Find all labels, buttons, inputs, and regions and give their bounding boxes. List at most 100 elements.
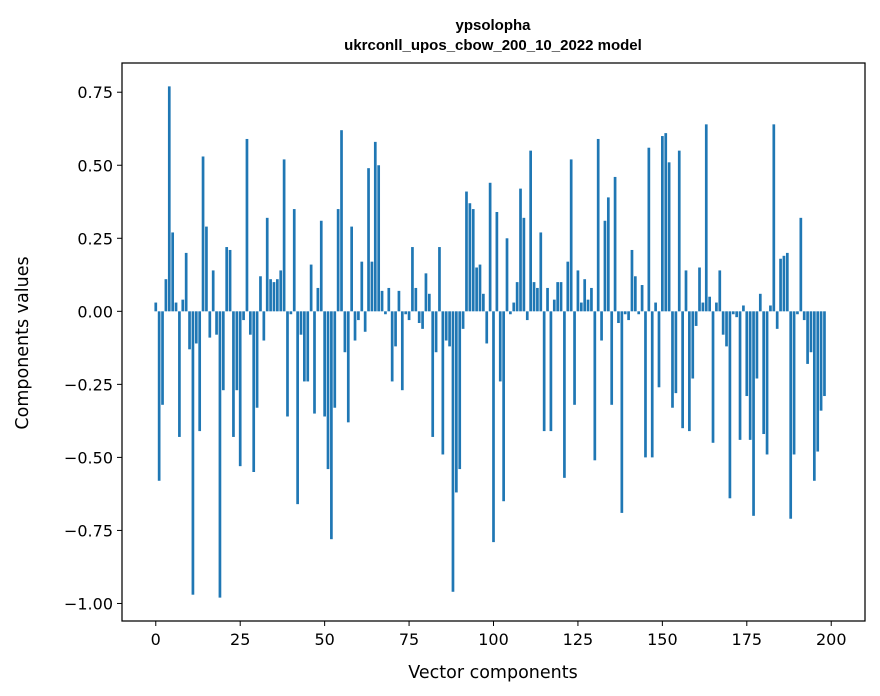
bar <box>468 203 472 312</box>
bar <box>461 311 465 329</box>
bar <box>677 150 681 312</box>
bar <box>478 264 482 312</box>
bar <box>357 311 360 321</box>
bar <box>752 311 755 516</box>
bar <box>434 311 438 353</box>
bar <box>647 147 651 312</box>
bar <box>498 311 502 382</box>
bar <box>762 311 766 435</box>
bar <box>596 138 600 312</box>
bar <box>323 311 326 417</box>
bar <box>610 311 614 405</box>
bar <box>255 311 259 408</box>
bar <box>812 311 816 481</box>
bar <box>536 287 539 312</box>
bar <box>644 311 647 458</box>
bar <box>164 279 168 312</box>
bar <box>640 285 644 312</box>
x-tick-label: 75 <box>399 630 419 649</box>
x-tick-label: 200 <box>816 630 847 649</box>
bar <box>806 311 809 364</box>
bar <box>664 133 668 312</box>
bar <box>178 311 181 437</box>
x-tick-label: 150 <box>647 630 678 649</box>
bar <box>725 311 728 347</box>
bar <box>154 302 158 312</box>
bar <box>380 290 384 312</box>
bar <box>542 311 546 432</box>
bar <box>333 311 337 408</box>
bar <box>248 311 252 335</box>
bar <box>617 311 620 324</box>
bar <box>417 311 421 324</box>
chart-title: ypsolopha <box>455 17 531 34</box>
bar <box>688 311 691 432</box>
bar <box>343 311 347 353</box>
bar <box>306 311 310 382</box>
bar <box>566 261 570 312</box>
bar <box>458 311 462 470</box>
x-tick-label: 125 <box>563 630 594 649</box>
bar <box>704 124 708 312</box>
bar <box>809 311 813 353</box>
bar <box>353 311 357 341</box>
bar <box>215 311 218 335</box>
bar <box>613 176 617 312</box>
bar <box>789 311 793 519</box>
bar <box>529 150 532 312</box>
bar <box>211 270 215 312</box>
bar <box>373 141 377 312</box>
bar <box>455 311 458 493</box>
bar <box>286 311 289 417</box>
bar <box>563 311 566 478</box>
bar <box>296 311 299 505</box>
bar <box>674 311 678 394</box>
bar <box>471 209 475 312</box>
bar <box>708 296 711 312</box>
bar <box>711 311 715 443</box>
bar <box>245 138 249 312</box>
bar <box>701 302 705 312</box>
bar <box>549 311 553 432</box>
bar <box>775 311 779 329</box>
bar <box>593 311 597 461</box>
bar <box>505 238 509 312</box>
bar <box>819 311 823 411</box>
bar <box>167 86 171 312</box>
bar <box>485 311 489 344</box>
bar <box>559 282 563 312</box>
x-tick-label: 50 <box>314 630 334 649</box>
bar <box>208 311 212 338</box>
bar <box>576 270 580 312</box>
bar <box>552 299 556 312</box>
bar <box>201 156 205 312</box>
bar <box>765 311 769 455</box>
bar <box>411 247 414 312</box>
y-tick-label: −0.75 <box>64 521 113 540</box>
bar <box>279 270 283 312</box>
bar <box>684 270 688 312</box>
bar <box>681 311 684 429</box>
bar <box>161 311 164 405</box>
bar <box>448 311 451 347</box>
bar <box>384 311 387 315</box>
bar <box>272 282 276 312</box>
bar <box>650 311 654 458</box>
bar <box>431 311 435 437</box>
bar <box>235 311 239 391</box>
bar <box>586 299 590 312</box>
bar <box>221 311 225 391</box>
y-axis-label: Components values <box>13 256 33 429</box>
bar <box>482 293 485 312</box>
bar <box>475 267 478 312</box>
bar <box>326 311 330 470</box>
bar <box>600 311 603 341</box>
bar <box>779 258 782 312</box>
bar <box>755 311 759 379</box>
bar <box>661 136 664 312</box>
bar <box>698 267 701 312</box>
bar <box>691 311 695 379</box>
bar <box>502 311 505 502</box>
bar <box>657 311 661 388</box>
chart-subtitle: ukrconll_upos_cbow_200_10_2022 model <box>344 37 642 54</box>
